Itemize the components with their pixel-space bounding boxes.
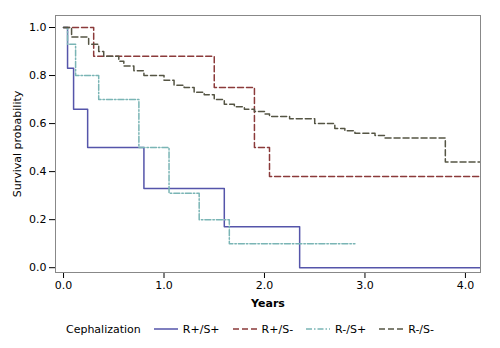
svg-text:0.0: 0.0: [29, 261, 47, 274]
svg-text:1.0: 1.0: [155, 279, 173, 292]
svg-text:0.2: 0.2: [29, 213, 47, 226]
svg-text:0.6: 0.6: [29, 117, 47, 130]
svg-text:Years: Years: [250, 297, 285, 310]
svg-text:1.0: 1.0: [29, 21, 47, 34]
html-text:R+/S+: R+/S+: [182, 322, 220, 336]
html-text:R-/S-: R-/S-: [408, 322, 434, 336]
svg-text:0.8: 0.8: [29, 69, 47, 82]
html-text:Cephalization: Cephalization: [66, 322, 141, 336]
html-text:R+/S-: R+/S-: [261, 322, 294, 336]
svg-text:0.4: 0.4: [29, 165, 47, 178]
html-text:R-/S+: R-/S+: [335, 322, 367, 336]
svg-text:2.0: 2.0: [256, 279, 274, 292]
svg-text:3.0: 3.0: [356, 279, 374, 292]
svg-text:4.0: 4.0: [457, 279, 475, 292]
svg-text:0.0: 0.0: [55, 279, 73, 292]
svg-text:Survival probability: Survival probability: [11, 90, 24, 197]
